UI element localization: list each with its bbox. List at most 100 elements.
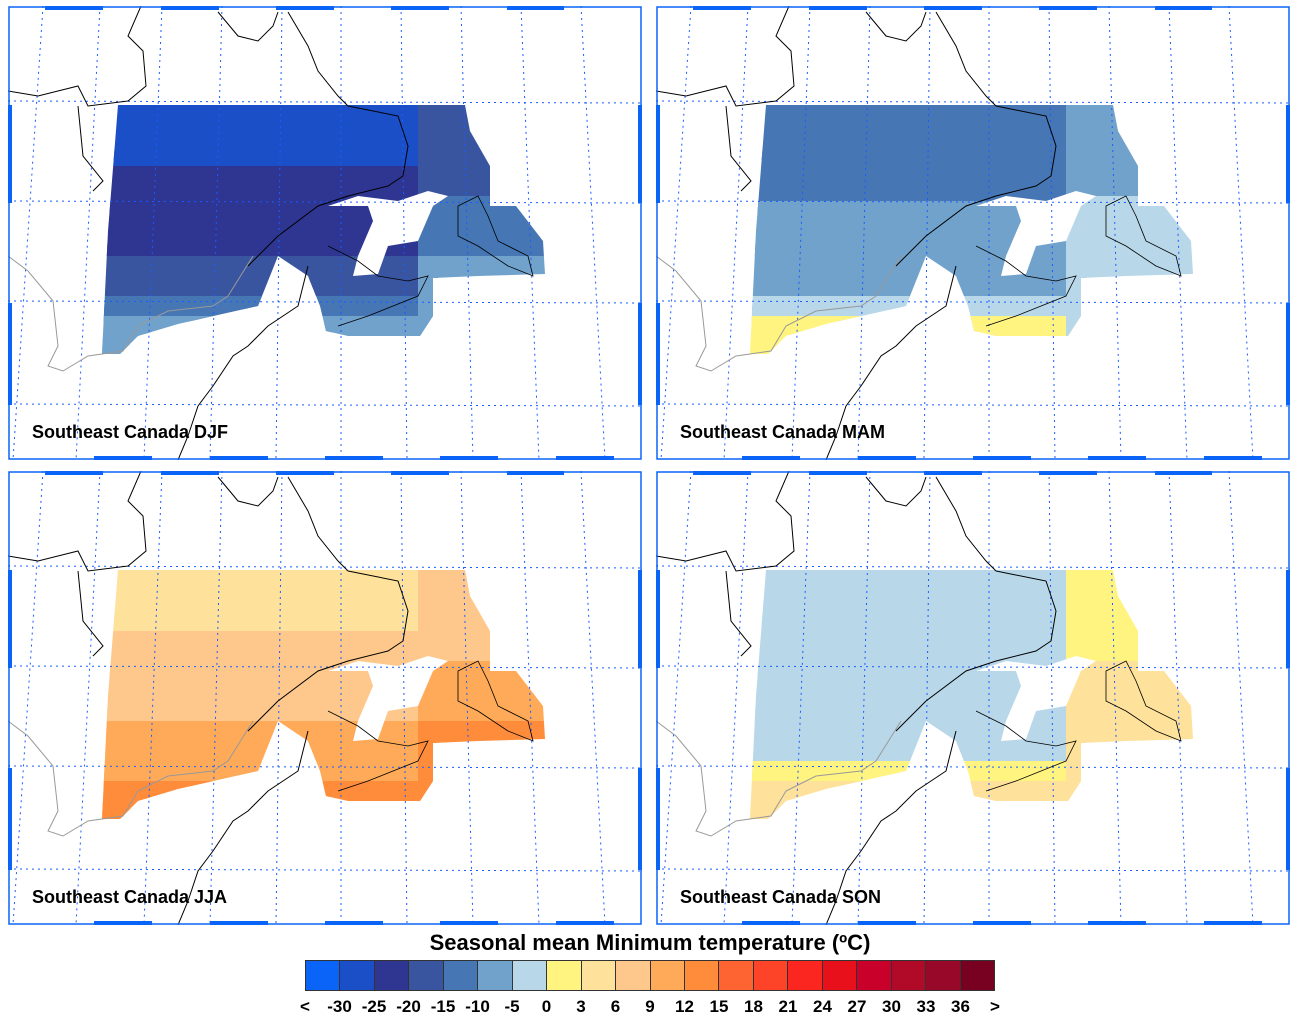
- temperature-cell: [260, 362, 278, 374]
- temperature-cell: [818, 703, 836, 715]
- temperature-cell: [116, 154, 134, 166]
- frame-tick: [45, 6, 103, 10]
- temperature-cell: [800, 654, 818, 666]
- temperature-cell: [962, 648, 980, 660]
- temperature-cell: [1034, 344, 1052, 354]
- temperature-cell: [1052, 350, 1070, 354]
- temperature-cell: [170, 362, 188, 374]
- temperature-cell: [314, 183, 332, 195]
- frame-tick: [325, 921, 383, 925]
- temperature-cell: [314, 749, 332, 761]
- longitude-gridline: [12, 471, 44, 925]
- temperature-cell: [102, 338, 116, 350]
- temperature-cell: [296, 154, 314, 166]
- temperature-band-east: [418, 105, 545, 196]
- temperature-cell: [800, 763, 818, 775]
- temperature-cell: [750, 338, 764, 350]
- temperature-cell: [836, 709, 854, 721]
- longitude-gridline: [520, 6, 540, 460]
- temperature-cell: [404, 815, 422, 819]
- temperature-cell: [926, 302, 944, 314]
- longitude-gridline: [857, 6, 871, 460]
- temperature-cell: [944, 619, 962, 631]
- temperature-cell: [296, 781, 314, 793]
- longitude-gridline: [1228, 471, 1254, 925]
- temperature-cell: [350, 362, 368, 374]
- latitude-gridline: [656, 765, 1290, 769]
- colorbar-box: [926, 961, 961, 990]
- temperature-cell: [332, 298, 350, 310]
- temperature-cell: [1052, 183, 1070, 195]
- temperature-cell: [332, 189, 350, 201]
- temperature-cell: [1034, 743, 1052, 755]
- colorbar-box: [650, 961, 685, 990]
- colorbar-label: <: [300, 997, 310, 1016]
- temperature-cell: [890, 654, 908, 666]
- temperature-cell: [926, 244, 944, 256]
- temperature-band: [750, 296, 1086, 316]
- frame-tick: [210, 921, 268, 925]
- frame-tick: [161, 6, 219, 10]
- longitude-gridline: [723, 6, 749, 460]
- frame-tick: [1204, 921, 1262, 925]
- frame-tick: [1286, 303, 1290, 405]
- colorbar-label: -10: [465, 997, 490, 1016]
- frame-tick: [1204, 456, 1262, 460]
- temperature-cell: [170, 238, 188, 250]
- temperature-cell: [908, 769, 926, 781]
- temperature-cell: [926, 338, 944, 350]
- coastline: [217, 476, 349, 572]
- colorbar-label: 21: [778, 997, 798, 1016]
- colorbar-label: 27: [847, 997, 867, 1016]
- frame-tick: [276, 6, 334, 10]
- temperature-cell: [314, 284, 332, 296]
- temperature-cell: [998, 769, 1016, 781]
- temperature-cell: [890, 821, 908, 833]
- temperature-cell: [278, 613, 296, 625]
- longitude-gridline: [857, 471, 871, 925]
- temperature-cell: [1034, 278, 1052, 290]
- longitude-gridline: [791, 471, 811, 925]
- frame-tick: [638, 303, 642, 405]
- coastline: [8, 6, 147, 107]
- colorbar-box: [891, 961, 927, 990]
- temperature-cell: [188, 613, 206, 625]
- frame-tick: [1155, 6, 1212, 10]
- colorbar-label: -20: [396, 997, 421, 1016]
- frame-tick: [1039, 471, 1097, 475]
- temperature-cell: [102, 803, 116, 815]
- temperature-cell: [278, 338, 296, 350]
- temperature-cell: [296, 344, 314, 354]
- temperature-cell: [206, 154, 224, 166]
- frame-tick: [809, 6, 867, 10]
- colorbar-box: [512, 961, 548, 990]
- temperature-cell: [750, 244, 764, 256]
- temperature-cell: [314, 350, 332, 354]
- temperature-cell: [764, 278, 782, 290]
- temperature-cell: [116, 278, 134, 290]
- temperature-cell: [386, 278, 404, 290]
- temperature-cell: [872, 749, 890, 761]
- longitude-gridline: [1048, 6, 1056, 460]
- temperature-field: [750, 570, 1193, 833]
- temperature-cell: [854, 781, 872, 793]
- coastline: [77, 105, 104, 192]
- longitude-gridline: [791, 6, 811, 460]
- temperature-cell: [998, 304, 1016, 316]
- colorbar-box: [684, 961, 720, 990]
- temperature-cell: [206, 278, 224, 290]
- temperature-cell: [926, 803, 944, 815]
- temperature-cell: [764, 809, 782, 819]
- temperature-cell: [890, 763, 908, 775]
- frame-tick: [325, 456, 383, 460]
- temperature-band: [750, 761, 1086, 781]
- colorbar-box: [719, 961, 754, 990]
- temperature-cell: [278, 775, 296, 787]
- colorbar-box: [374, 961, 410, 990]
- frame-tick: [693, 471, 751, 475]
- frame-tick: [742, 456, 800, 460]
- water-gulf: [328, 656, 448, 741]
- temperature-cell: [102, 148, 116, 160]
- temperature-cell: [224, 322, 242, 334]
- temperature-cell: [422, 821, 440, 833]
